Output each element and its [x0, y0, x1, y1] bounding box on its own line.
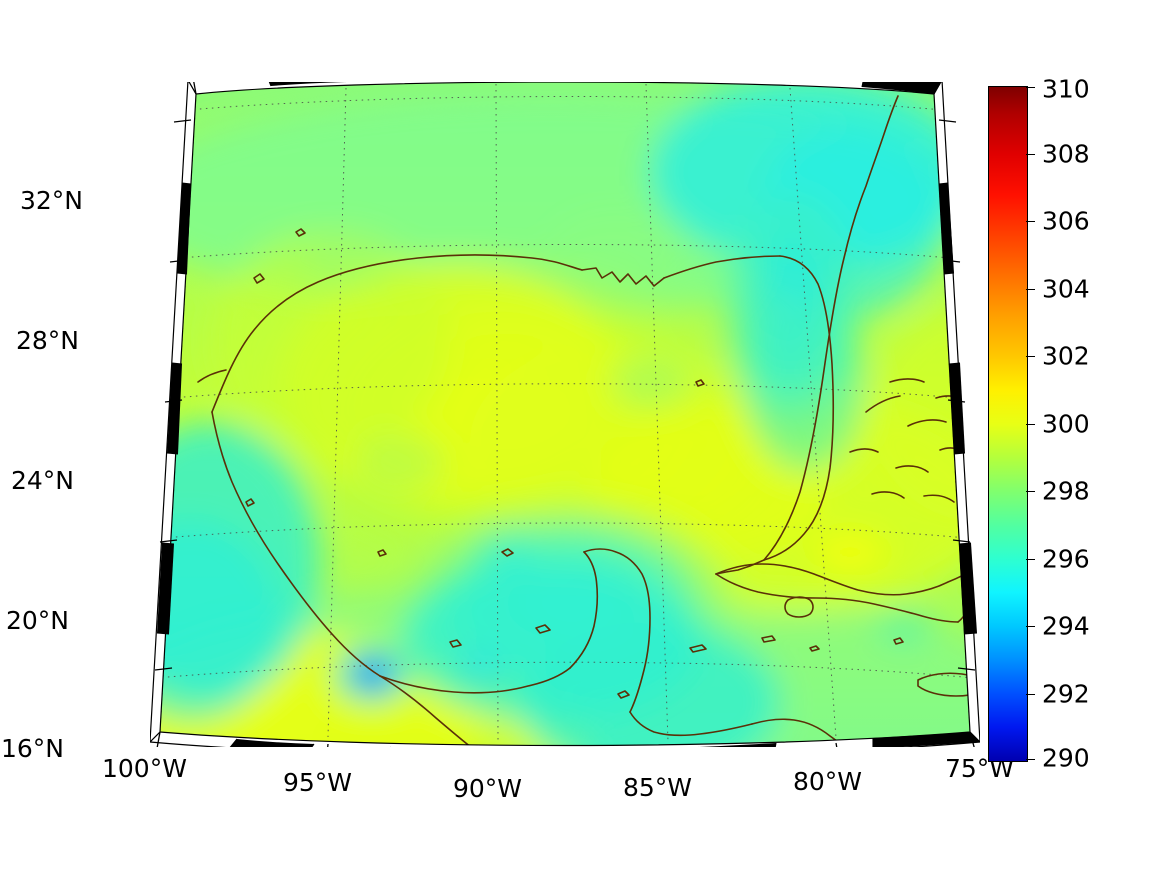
colorbar-tick	[1026, 491, 1035, 492]
colorbar-label-290: 290	[1042, 743, 1090, 773]
ytick-label-24N: 24°N	[11, 466, 75, 495]
colorbar-label-294: 294	[1042, 611, 1090, 641]
colorbar[interactable]: 310 308 306 304 302 300 298 296 294 292 …	[988, 75, 1158, 773]
colorbar-label-292: 292	[1042, 679, 1090, 709]
colorbar-tick	[1026, 221, 1035, 222]
sst-map[interactable]	[150, 82, 980, 747]
xtick-label-90W: 90°W	[453, 774, 523, 803]
colorbar-tick	[1026, 289, 1035, 290]
xtick-label-80W: 80°W	[793, 767, 863, 796]
colorbar-label-306: 306	[1042, 206, 1090, 236]
xtick-label-95W: 95°W	[283, 768, 353, 797]
coastlines	[197, 95, 970, 746]
colorbar-tick	[1026, 694, 1035, 695]
sst-field	[160, 82, 970, 746]
colorbar-label-310: 310	[1042, 74, 1090, 104]
colorbar-tick	[1026, 759, 1035, 760]
colorbar-tick	[1026, 356, 1035, 357]
colorbar-label-304: 304	[1042, 274, 1090, 304]
colorbar-label-302: 302	[1042, 341, 1090, 371]
ytick-label-16N: 16°N	[1, 734, 65, 763]
colorbar-tick	[1026, 626, 1035, 627]
colorbar-label-298: 298	[1042, 476, 1090, 506]
colorbar-tick	[1026, 559, 1035, 560]
ytick-label-20N: 20°N	[6, 606, 70, 635]
xtick-label-85W: 85°W	[623, 773, 693, 802]
graticule	[160, 83, 970, 743]
colorbar-tick	[1026, 87, 1035, 88]
colorbar-label-308: 308	[1042, 139, 1090, 169]
colorbar-tick	[1026, 424, 1035, 425]
colorbar-label-300: 300	[1042, 409, 1090, 439]
ytick-label-32N: 32°N	[20, 186, 84, 215]
colorbar-tick	[1026, 154, 1035, 155]
colorbar-label-296: 296	[1042, 544, 1090, 574]
ytick-label-28N: 28°N	[16, 326, 80, 355]
colorbar-gradient	[988, 86, 1028, 762]
xtick-label-100W: 100°W	[102, 754, 187, 783]
map-frame	[150, 82, 980, 747]
map-panel[interactable]: 32°N 28°N 24°N 20°N 16°N 100°W 95°W 90°W…	[1, 82, 1014, 803]
